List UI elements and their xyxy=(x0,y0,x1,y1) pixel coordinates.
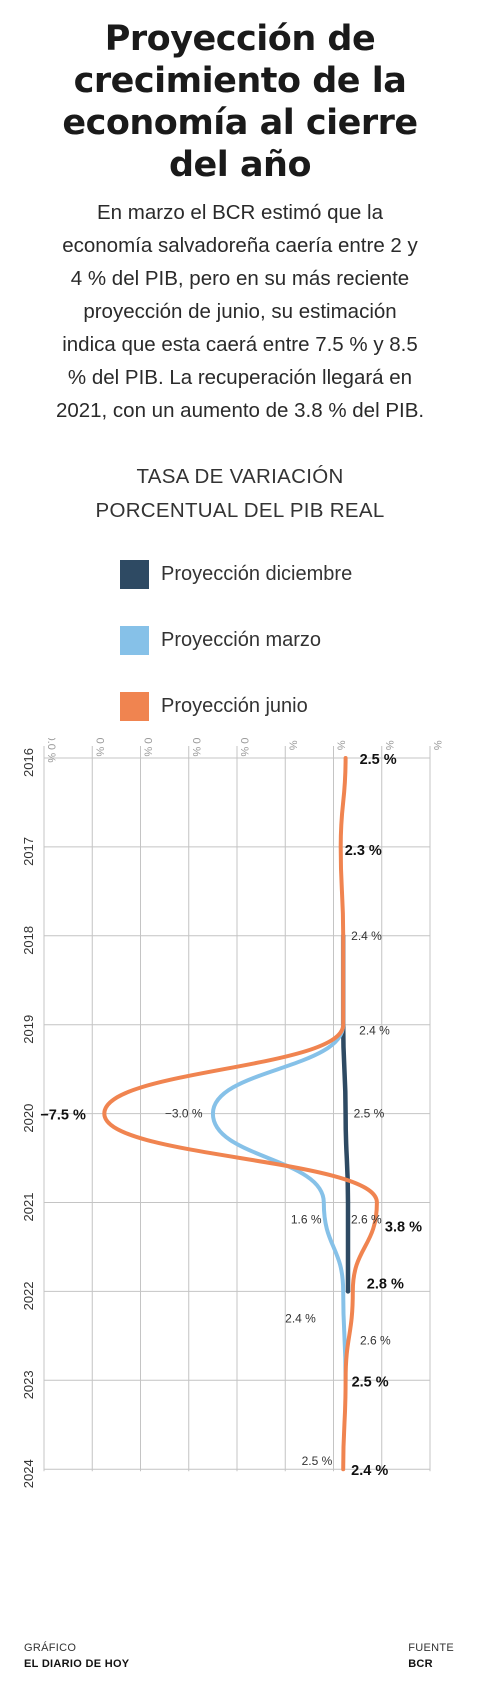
value-tick-label: −8.0 % xyxy=(93,738,105,757)
legend-swatch-diciembre xyxy=(120,559,149,589)
value-tick-label: −2.0 % xyxy=(238,738,250,757)
year-axis-labels: 2016 2017 2018 2019 2020 2021 2022 2023 2024 xyxy=(21,748,36,1488)
intro-line: indica que esta caerá entre 7.5 % y 8.5 xyxy=(62,333,418,356)
data-label: 2.5 % xyxy=(354,1107,385,1121)
year-label: 2024 xyxy=(21,1459,36,1488)
source-name: BCR xyxy=(408,1658,433,1670)
intro-line: economía salvadoreña caería entre 2 y xyxy=(62,234,418,257)
value-tick-label: 4.0 % xyxy=(383,738,395,750)
year-label: 2016 xyxy=(21,748,36,777)
intro-line: 2021, con un aumento de 3.8 % del PIB. xyxy=(55,399,425,422)
year-label: 2018 xyxy=(21,926,36,955)
data-label: 2.4 % xyxy=(351,929,382,943)
legend-item-diciembre: Proyección diciembre xyxy=(120,559,353,589)
intro-line: 4 % del PIB, pero en su más reciente xyxy=(70,267,410,290)
title-line: Proyección de xyxy=(104,19,376,59)
value-tick-label: −10.0 % xyxy=(45,738,57,763)
year-label: 2023 xyxy=(21,1370,36,1399)
credit-graphic: GRÁFICO EL DIARIO DE HOY xyxy=(24,1640,129,1672)
data-label: 2.3 % xyxy=(345,843,382,859)
data-label: 2.6 % xyxy=(351,1213,382,1227)
intro-line: proyección de junio, su estimación xyxy=(83,300,397,323)
chart-grid xyxy=(43,746,431,1472)
legend-swatch-junio xyxy=(120,691,149,721)
subtitle-line: TASA DE VARIACIÓN xyxy=(136,465,344,488)
value-tick-label: 6.0 % xyxy=(431,738,443,750)
credit-label: GRÁFICO xyxy=(24,1642,77,1654)
series-line-junio xyxy=(102,756,379,1472)
data-label: 2.5 % xyxy=(360,752,397,768)
page-title: Proyección de crecimiento de la economía… xyxy=(20,18,460,186)
value-tick-label: 2.0 % xyxy=(335,738,347,750)
subtitle-line: PORCENTUAL DEL PIB REAL xyxy=(95,499,385,522)
value-tick-label: 0.0 % xyxy=(286,738,298,750)
year-label: 2020 xyxy=(21,1104,36,1133)
data-label: 2.4 % xyxy=(359,1024,390,1038)
data-label: 3.8 % xyxy=(385,1220,422,1236)
legend-label-marzo: Proyección marzo xyxy=(161,628,322,651)
legend-item-marzo: Proyección marzo xyxy=(120,625,322,655)
title-line: crecimiento de la xyxy=(73,61,407,101)
credit-source: FUENTE BCR xyxy=(408,1640,454,1672)
gdp-line-chart: −10.0 % −8.0 % −6.0 % −4.0 % −2.0 % 0.0 % 2.0 … xyxy=(21,738,443,1488)
data-label: 2.4 % xyxy=(285,1311,316,1325)
source-label: FUENTE xyxy=(408,1642,454,1654)
legend-item-junio: Proyección junio xyxy=(120,691,308,721)
data-label: −7.5 % xyxy=(40,1108,86,1124)
data-label: −3.0 % xyxy=(165,1107,203,1121)
credit-outlet: EL DIARIO DE HOY xyxy=(24,1658,130,1670)
year-label: 2017 xyxy=(21,837,36,866)
title-line: economía al cierre xyxy=(62,103,418,143)
data-label: 1.6 % xyxy=(291,1213,322,1227)
intro-paragraph: En marzo el BCR estimó que la economía s… xyxy=(34,196,446,427)
data-label: 2.8 % xyxy=(367,1276,404,1292)
title-line: del año xyxy=(168,145,312,185)
chart-data-labels: 2.5 % 2.3 % 2.4 % 2.4 % −7.5 % −3.0 % 2.5 % 1.6… xyxy=(40,752,422,1479)
data-label: 2.6 % xyxy=(360,1333,391,1347)
intro-line: En marzo el BCR estimó que la xyxy=(97,201,383,224)
legend-swatch-marzo xyxy=(120,625,149,655)
intro-line: % del PIB. La recuperación llegará en xyxy=(67,366,413,389)
data-label: 2.4 % xyxy=(351,1463,388,1479)
data-label: 2.5 % xyxy=(302,1454,333,1468)
legend-label-junio: Proyección junio xyxy=(161,694,308,717)
year-label: 2019 xyxy=(21,1015,36,1044)
value-tick-label: −6.0 % xyxy=(142,738,154,757)
value-axis-ticks: −10.0 % −8.0 % −6.0 % −4.0 % −2.0 % 0.0 % 2.0 … xyxy=(45,738,443,763)
year-label: 2022 xyxy=(21,1281,36,1310)
value-tick-label: −4.0 % xyxy=(190,738,202,757)
chart-series xyxy=(102,756,379,1472)
legend-label-diciembre: Proyección diciembre xyxy=(161,562,353,585)
data-label: 2.5 % xyxy=(352,1374,389,1390)
year-label: 2021 xyxy=(21,1193,36,1222)
chart-subtitle: TASA DE VARIACIÓN PORCENTUAL DEL PIB REA… xyxy=(40,460,440,528)
